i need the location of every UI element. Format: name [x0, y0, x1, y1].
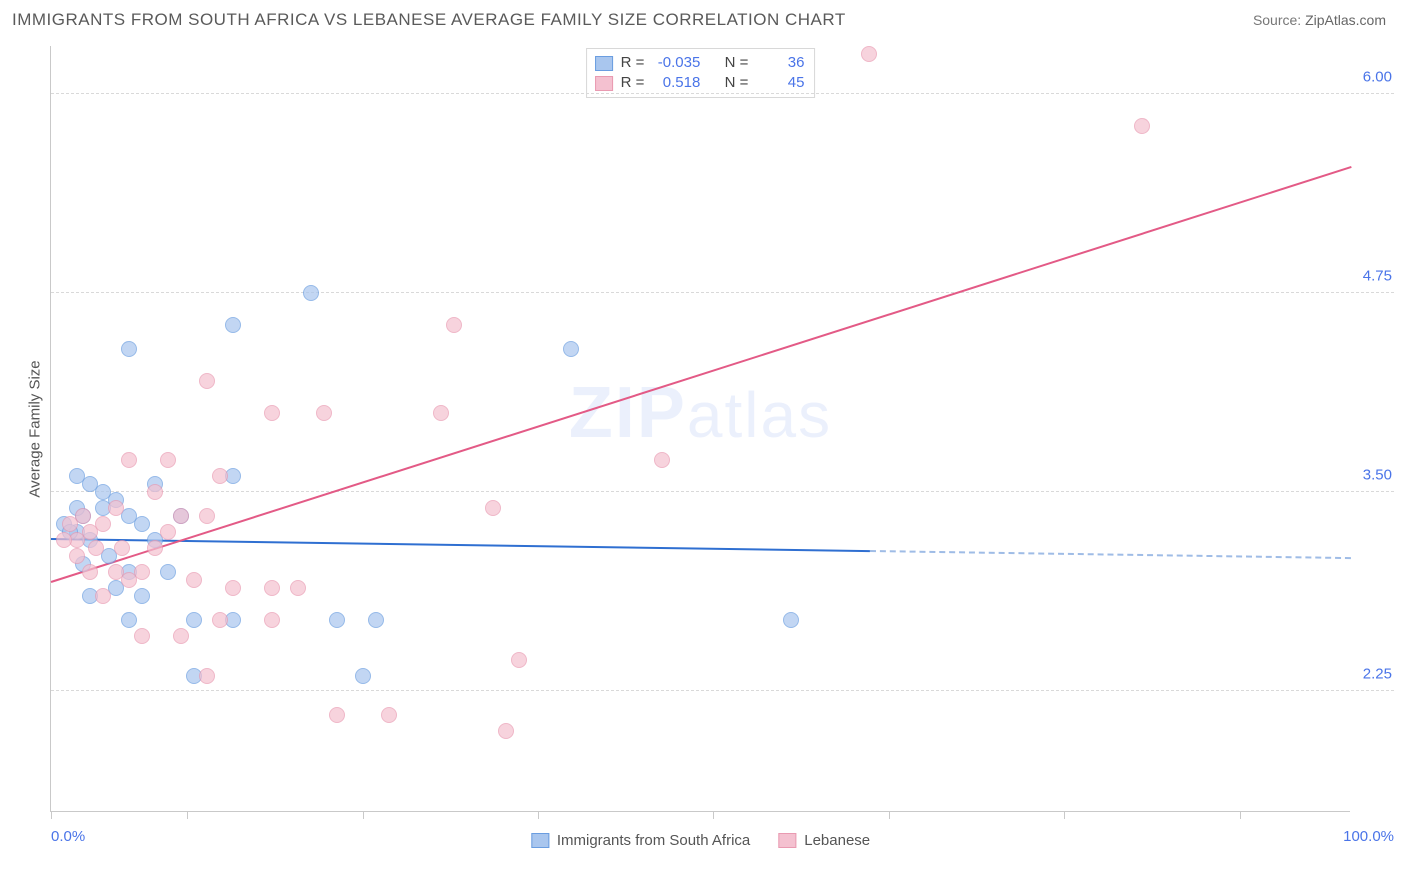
x-tick: [51, 811, 52, 819]
data-point-leb: [186, 572, 202, 588]
x-tick: [1064, 811, 1065, 819]
data-point-leb: [95, 588, 111, 604]
data-point-sa: [329, 612, 345, 628]
data-point-sa: [303, 285, 319, 301]
y-tick-label: 2.25: [1350, 666, 1394, 683]
data-point-leb: [199, 373, 215, 389]
swatch-leb-bottom: [778, 833, 796, 848]
data-point-sa: [134, 588, 150, 604]
data-point-sa: [134, 516, 150, 532]
data-point-leb: [498, 723, 514, 739]
gridline-h: [51, 93, 1394, 94]
data-point-leb: [56, 532, 72, 548]
swatch-sa: [595, 56, 613, 71]
x-tick: [363, 811, 364, 819]
data-point-leb: [114, 540, 130, 556]
gridline-h: [51, 491, 1394, 492]
data-point-leb: [511, 652, 527, 668]
data-point-sa: [121, 341, 137, 357]
data-point-leb: [861, 46, 877, 62]
data-point-leb: [225, 580, 241, 596]
data-point-leb: [88, 540, 104, 556]
data-point-leb: [147, 484, 163, 500]
data-point-leb: [1134, 118, 1150, 134]
data-point-leb: [316, 405, 332, 421]
data-point-sa: [783, 612, 799, 628]
legend-series: Immigrants from South Africa Lebanese: [531, 832, 870, 849]
data-point-leb: [75, 508, 91, 524]
y-tick-label: 6.00: [1350, 68, 1394, 85]
plot-area: Average Family Size ZIPatlas R = -0.035 …: [50, 46, 1350, 812]
data-point-leb: [82, 564, 98, 580]
y-tick-label: 4.75: [1350, 268, 1394, 285]
trendline-leb: [51, 166, 1352, 583]
data-point-leb: [212, 468, 228, 484]
legend-stats-row-sa: R = -0.035 N = 36: [595, 53, 805, 73]
trendline-sa-extrapolated: [870, 550, 1351, 559]
data-point-sa: [160, 564, 176, 580]
x-axis-max-label: 100.0%: [1343, 828, 1394, 845]
data-point-leb: [173, 628, 189, 644]
data-point-leb: [264, 580, 280, 596]
data-point-leb: [212, 612, 228, 628]
x-tick: [889, 811, 890, 819]
data-point-leb: [160, 452, 176, 468]
x-axis-min-label: 0.0%: [51, 828, 85, 845]
data-point-leb: [69, 548, 85, 564]
data-point-sa: [225, 317, 241, 333]
data-point-leb: [134, 628, 150, 644]
swatch-leb: [595, 76, 613, 91]
data-point-sa: [121, 612, 137, 628]
legend-stats: R = -0.035 N = 36 R = 0.518 N = 45: [586, 48, 816, 98]
data-point-leb: [264, 612, 280, 628]
gridline-h: [51, 690, 1394, 691]
data-point-leb: [485, 500, 501, 516]
data-point-leb: [654, 452, 670, 468]
data-point-leb: [433, 405, 449, 421]
source-credit: Source: ZipAtlas.com: [1253, 12, 1386, 28]
data-point-leb: [160, 524, 176, 540]
swatch-sa-bottom: [531, 833, 549, 848]
x-tick: [713, 811, 714, 819]
data-point-leb: [121, 452, 137, 468]
data-point-leb: [173, 508, 189, 524]
data-point-leb: [199, 508, 215, 524]
data-point-leb: [446, 317, 462, 333]
data-point-leb: [381, 707, 397, 723]
gridline-h: [51, 292, 1394, 293]
legend-stats-row-leb: R = 0.518 N = 45: [595, 73, 805, 93]
legend-item-sa: Immigrants from South Africa: [531, 832, 750, 849]
data-point-sa: [368, 612, 384, 628]
data-point-sa: [186, 612, 202, 628]
data-point-leb: [199, 668, 215, 684]
watermark: ZIPatlas: [569, 372, 832, 454]
chart-container: Average Family Size ZIPatlas R = -0.035 …: [12, 46, 1394, 872]
x-tick: [1240, 811, 1241, 819]
y-axis-label: Average Family Size: [27, 360, 44, 497]
data-point-leb: [121, 572, 137, 588]
source-link[interactable]: ZipAtlas.com: [1305, 12, 1386, 28]
data-point-leb: [329, 707, 345, 723]
data-point-leb: [264, 405, 280, 421]
data-point-leb: [108, 500, 124, 516]
x-tick: [187, 811, 188, 819]
data-point-leb: [290, 580, 306, 596]
y-tick-label: 3.50: [1350, 467, 1394, 484]
trendline-sa: [51, 538, 870, 552]
data-point-sa: [355, 668, 371, 684]
x-tick: [538, 811, 539, 819]
legend-item-leb: Lebanese: [778, 832, 870, 849]
data-point-leb: [147, 540, 163, 556]
data-point-sa: [563, 341, 579, 357]
chart-title: IMMIGRANTS FROM SOUTH AFRICA VS LEBANESE…: [12, 10, 846, 30]
